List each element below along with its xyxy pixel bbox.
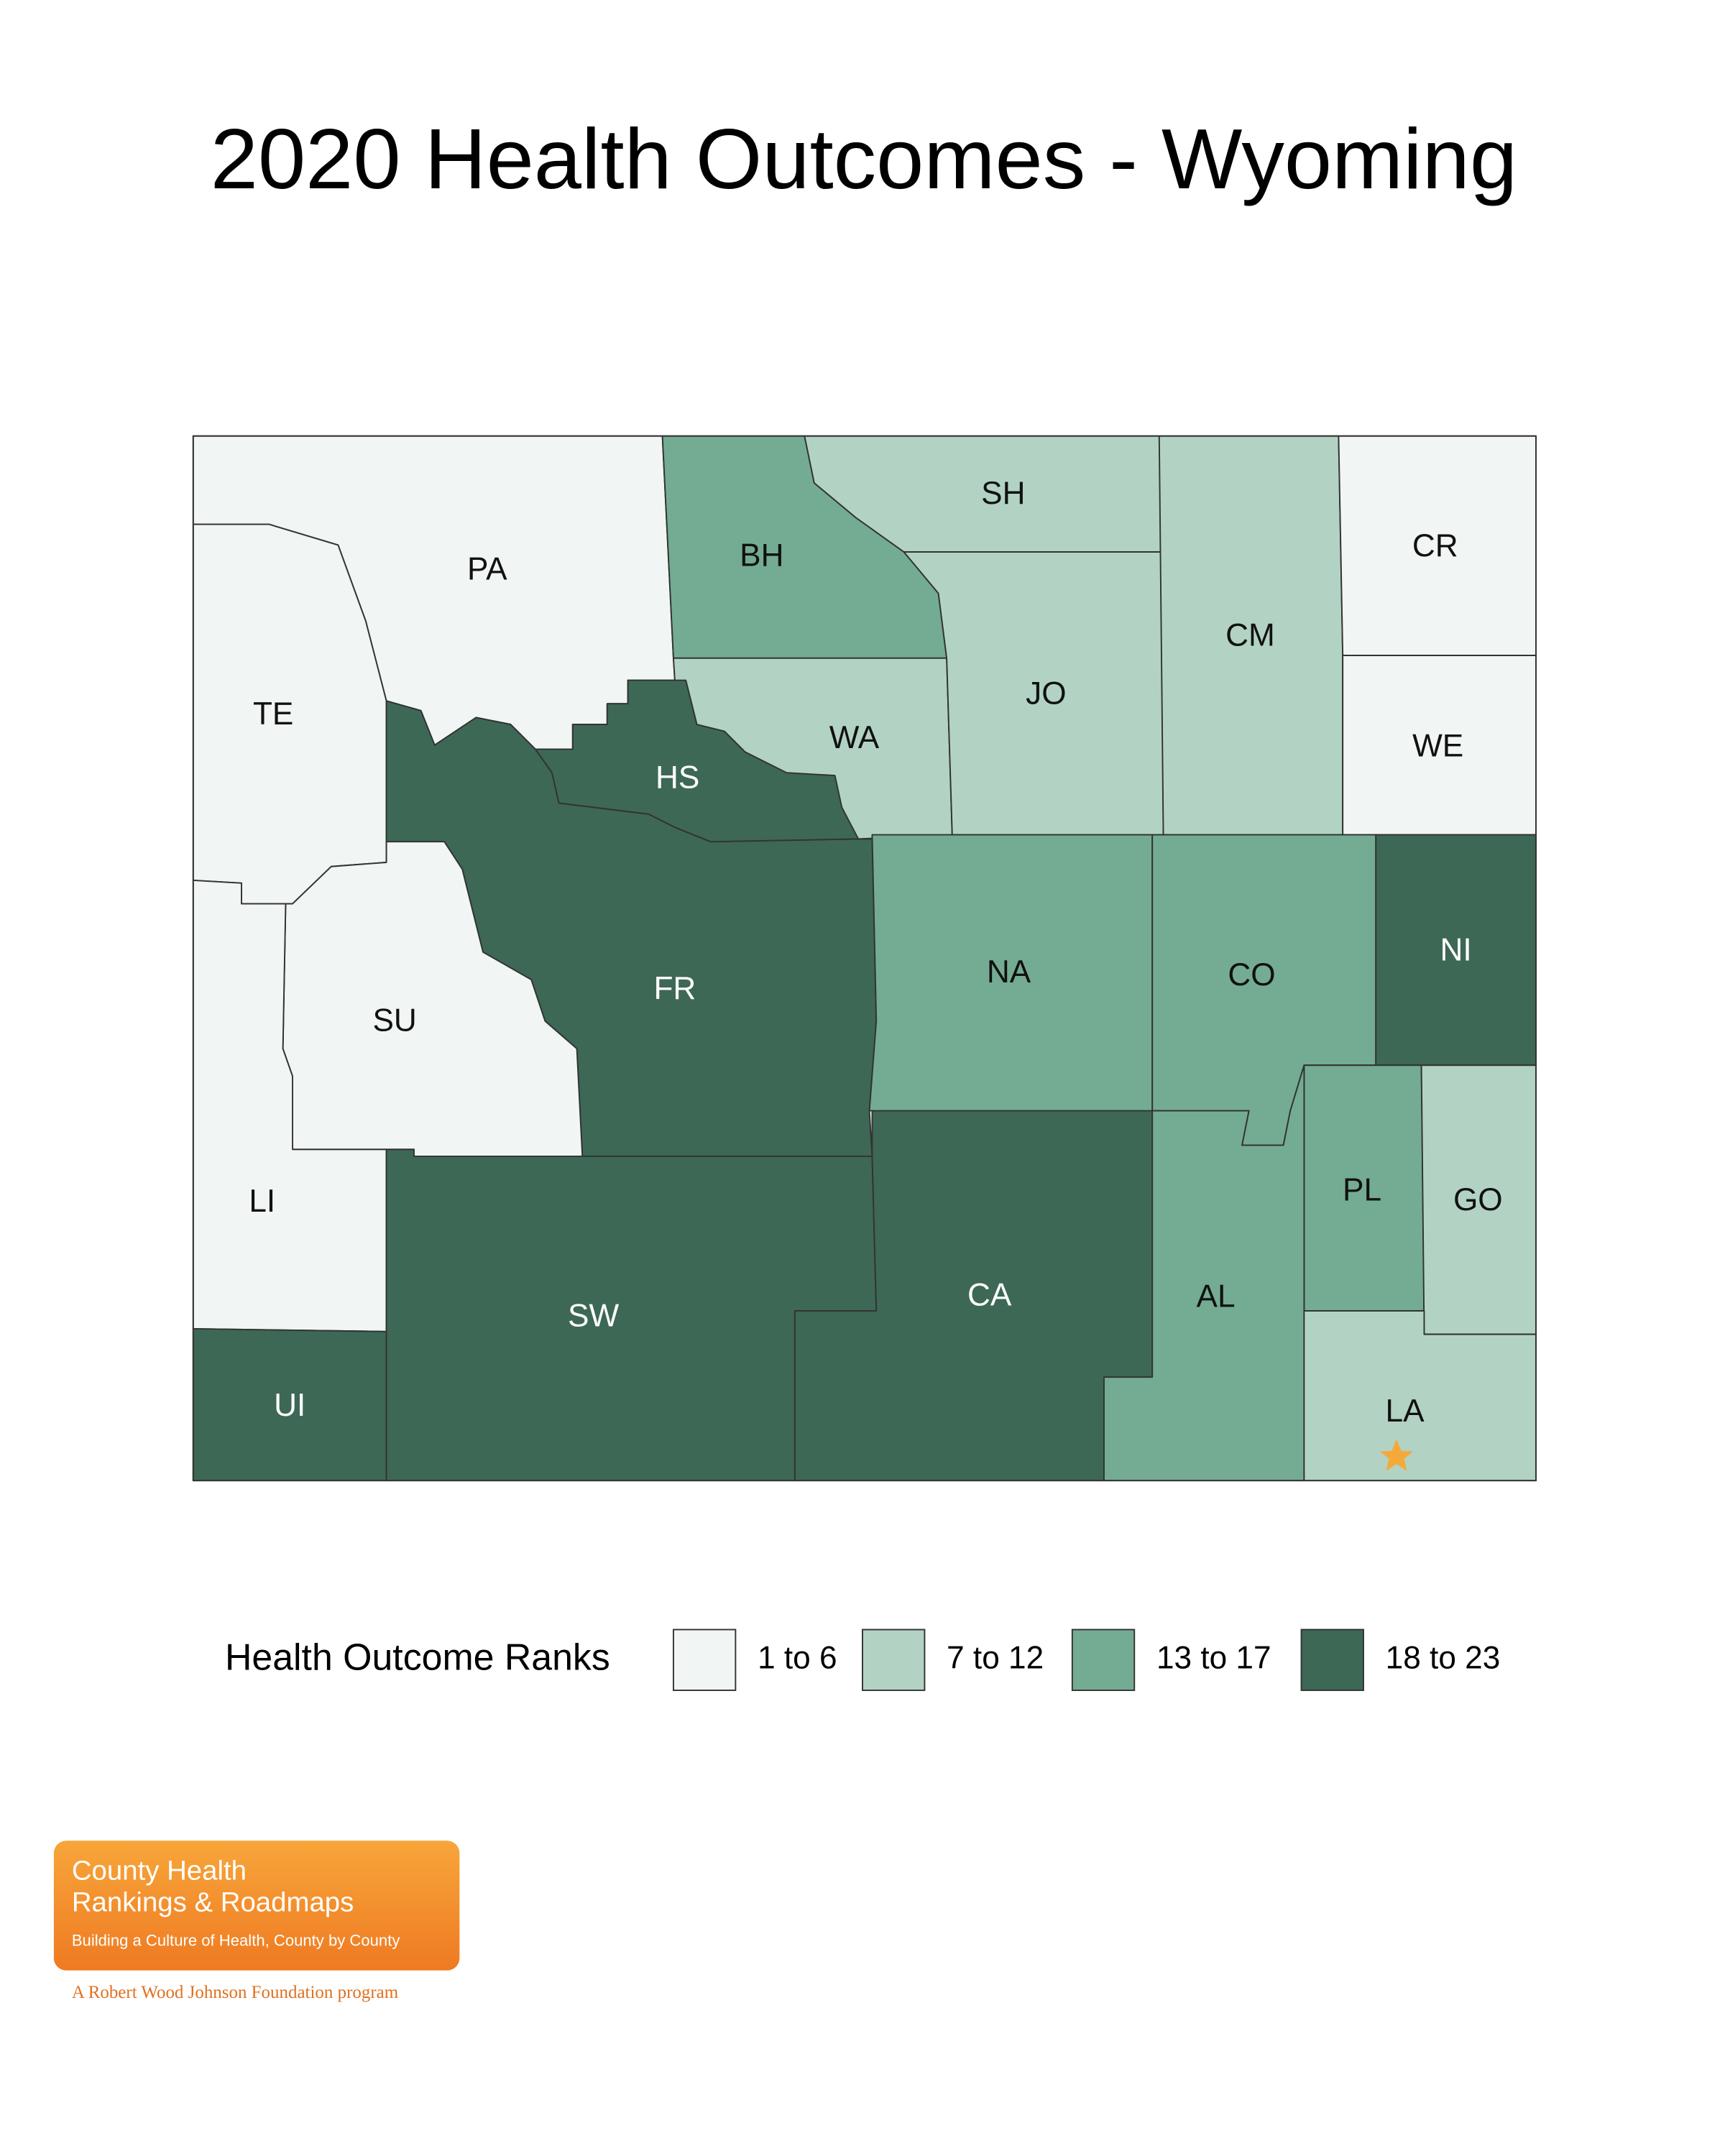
legend-swatch bbox=[862, 1628, 926, 1691]
legend-entry: 13 to 17 bbox=[1071, 1628, 1271, 1691]
legend-entry: 7 to 12 bbox=[862, 1628, 1044, 1691]
county-label: SH bbox=[981, 476, 1025, 511]
logo-line: Rankings & Roadmaps bbox=[72, 1887, 354, 1918]
county-label: LA bbox=[1386, 1393, 1425, 1429]
map-title: 2020 Health Outcomes - Wyoming bbox=[211, 111, 1517, 207]
legend-swatch bbox=[673, 1628, 737, 1691]
county-label: CM bbox=[1225, 618, 1275, 653]
county-labels: PA TE HS FR SU LI UI SW CA BH SH WA JO C… bbox=[249, 476, 1502, 1429]
county-label: TE bbox=[253, 696, 293, 732]
county-label: SW bbox=[568, 1298, 619, 1333]
county-label: CR bbox=[1412, 528, 1458, 563]
county bbox=[1103, 1064, 1305, 1482]
county-label: BH bbox=[740, 538, 783, 573]
legend-title: Health Outcome Ranks bbox=[225, 1636, 610, 1677]
county-label: HS bbox=[656, 760, 699, 795]
map-frame bbox=[192, 435, 1537, 1482]
county-label: CA bbox=[967, 1277, 1012, 1312]
county-label: PL bbox=[1343, 1173, 1381, 1208]
logo-footer: A Robert Wood Johnson Foundation program bbox=[72, 1983, 399, 2002]
legend: Health Outcome Ranks 1 to 6 7 to 12 13 t… bbox=[225, 1628, 1501, 1691]
county-label: NI bbox=[1440, 932, 1472, 967]
county-label: LI bbox=[249, 1184, 275, 1219]
county-label: SU bbox=[372, 1003, 416, 1038]
capital-star bbox=[1380, 1439, 1414, 1471]
county-label: PA bbox=[467, 552, 507, 587]
legend-label: 13 to 17 bbox=[1156, 1640, 1271, 1675]
legend-swatch bbox=[1300, 1628, 1364, 1691]
county-label: AL bbox=[1197, 1279, 1236, 1314]
county-label: FR bbox=[653, 971, 696, 1006]
county bbox=[868, 834, 1154, 1112]
legend-entry: 18 to 23 bbox=[1300, 1628, 1501, 1691]
logo: County Health Rankings & Roadmaps Buildi… bbox=[53, 1841, 460, 2002]
county-label: JO bbox=[1026, 676, 1066, 711]
county-label: UI bbox=[274, 1388, 305, 1423]
legend-label: 1 to 6 bbox=[758, 1640, 837, 1675]
county-label: GO bbox=[1453, 1182, 1503, 1217]
legend-entry: 1 to 6 bbox=[673, 1628, 837, 1691]
county-label: WE bbox=[1412, 728, 1463, 763]
counties bbox=[192, 435, 1537, 1482]
legend-label: 7 to 12 bbox=[947, 1640, 1044, 1675]
county-label: CO bbox=[1228, 957, 1275, 992]
logo-badge bbox=[53, 1841, 460, 1971]
logo-line: County Health bbox=[72, 1856, 247, 1886]
legend-label: 18 to 23 bbox=[1386, 1640, 1501, 1675]
legend-swatch bbox=[1071, 1628, 1136, 1691]
county-label: WA bbox=[829, 720, 880, 755]
county-label: NA bbox=[987, 954, 1031, 990]
logo-tagline: Building a Culture of Health, County by … bbox=[72, 1931, 400, 1949]
